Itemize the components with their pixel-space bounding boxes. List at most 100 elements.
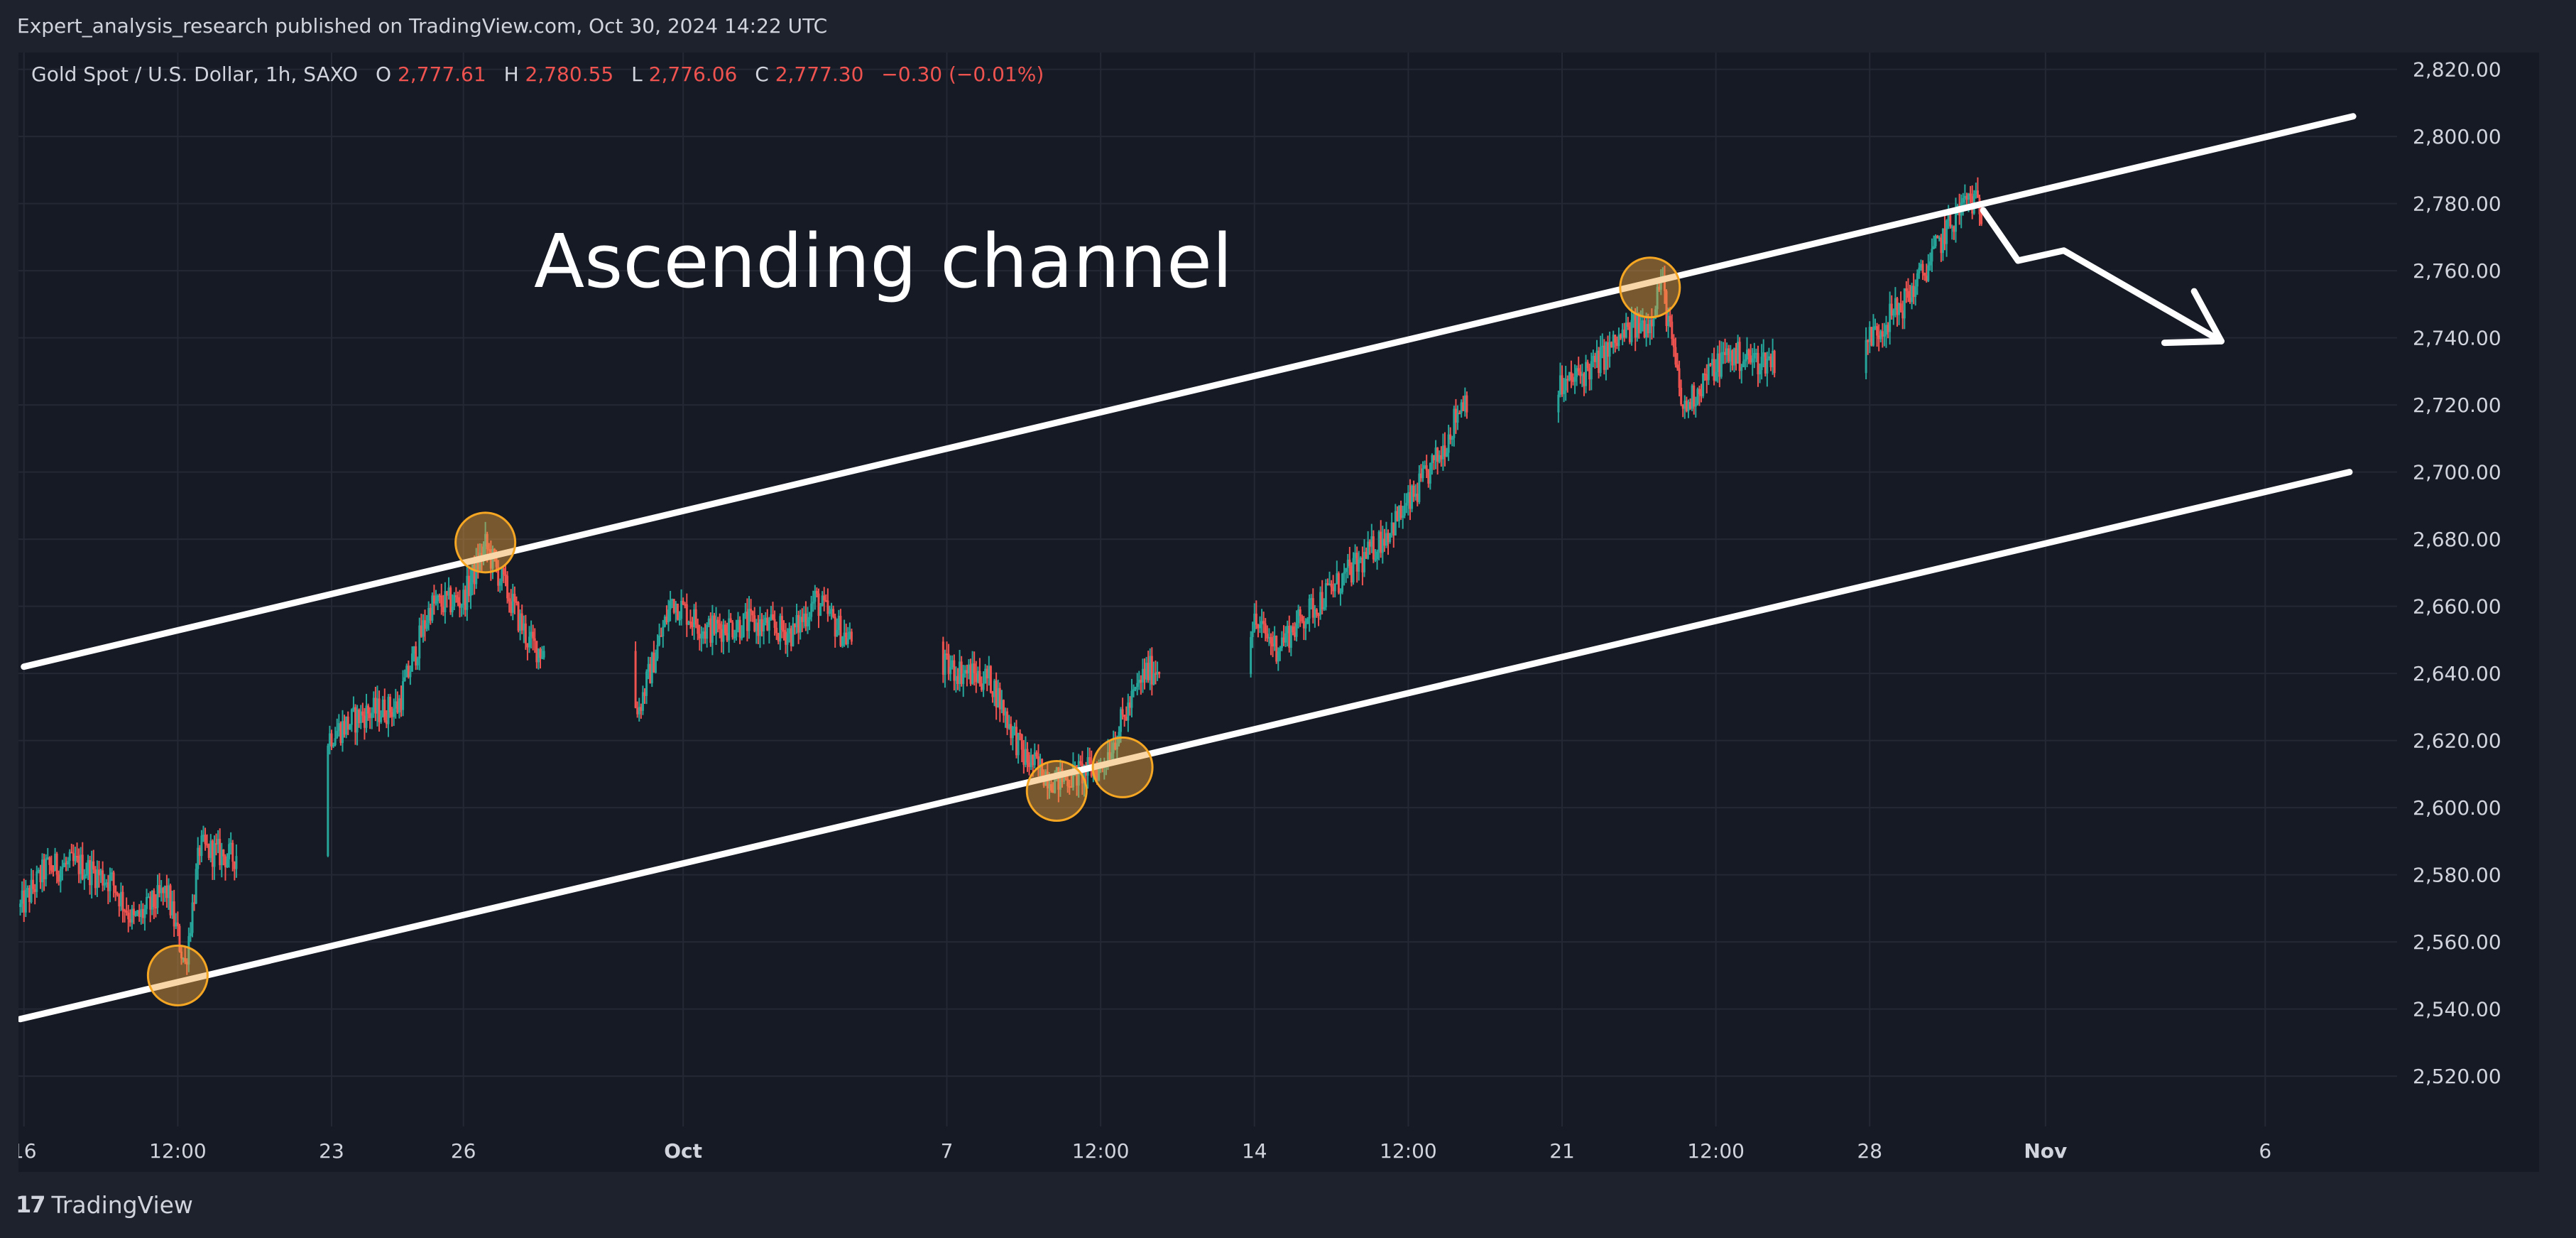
chart-area[interactable]: 2,520.00 2,540.00 2,560.00 2,580.00 2,600.00… xyxy=(18,53,2539,1172)
candle-body xyxy=(636,707,639,715)
candle-body xyxy=(1876,326,1879,336)
candle-body xyxy=(647,663,650,672)
y-tick-label: 2,540.00 xyxy=(2413,998,2501,1021)
candle-body xyxy=(1319,592,1322,615)
candle-body xyxy=(228,844,231,859)
candle-body xyxy=(151,890,153,910)
candle-body xyxy=(942,641,944,675)
candle-body xyxy=(995,680,998,708)
candlestick-chart[interactable]: 2,520.00 2,540.00 2,560.00 2,580.00 2,600.00… xyxy=(18,53,2539,1172)
candle-body xyxy=(1903,288,1906,319)
candle-body xyxy=(1883,334,1886,337)
candle-body xyxy=(482,546,485,560)
candle-body xyxy=(828,611,831,614)
candle-body xyxy=(102,870,104,886)
channel-line-upper[interactable] xyxy=(21,113,2357,670)
candle-body xyxy=(1304,624,1307,629)
candle-body xyxy=(1035,752,1038,756)
y-tick-label: 2,680.00 xyxy=(2413,528,2501,551)
candle-body xyxy=(1152,673,1155,685)
candle-body xyxy=(1710,359,1713,366)
candle-body xyxy=(180,951,183,959)
touch-point-marker[interactable] xyxy=(1619,256,1681,319)
candle-body xyxy=(539,648,542,658)
touch-point-marker[interactable] xyxy=(146,944,209,1006)
candle-body xyxy=(691,622,694,627)
candle-body xyxy=(808,617,811,620)
candle-body xyxy=(1718,353,1721,377)
candle-body xyxy=(129,919,131,923)
candle-body xyxy=(1130,690,1133,708)
candle-body xyxy=(1059,769,1061,790)
candle-body xyxy=(724,624,726,634)
candle-body xyxy=(1250,636,1252,674)
channel-line-lower[interactable] xyxy=(18,469,2353,1023)
candle-body xyxy=(1940,237,1943,254)
candle-body xyxy=(138,910,141,917)
candle-body xyxy=(793,623,796,628)
candle-body xyxy=(147,896,150,898)
candle-body xyxy=(1658,286,1661,290)
candle-body xyxy=(1355,553,1358,572)
candle-body xyxy=(497,567,500,586)
ascending-channel-label[interactable]: Ascending channel xyxy=(534,218,1233,305)
candle-body xyxy=(1906,291,1909,298)
candle-body xyxy=(959,661,961,684)
candle-body xyxy=(1277,651,1279,662)
candle-body xyxy=(149,896,152,910)
tradingview-logo[interactable]: 17 TradingView xyxy=(16,1186,193,1223)
candle-body xyxy=(1877,335,1880,340)
candle-body xyxy=(1311,598,1314,618)
candle-body xyxy=(1453,408,1456,438)
touch-point-marker[interactable] xyxy=(1091,736,1154,798)
low-label: L xyxy=(631,63,643,86)
candle-body xyxy=(1434,447,1437,460)
candle-body xyxy=(1110,753,1113,760)
candle-body xyxy=(1716,353,1719,372)
candle-body xyxy=(984,668,987,684)
candle-body xyxy=(504,574,507,576)
y-tick-label: 2,780.00 xyxy=(2413,192,2501,216)
candle-body xyxy=(1571,380,1574,382)
candle-body xyxy=(1705,374,1708,381)
candle-body xyxy=(1454,408,1457,423)
candle-body xyxy=(766,617,769,631)
candle-body xyxy=(1659,278,1662,290)
candle-body xyxy=(1083,765,1086,783)
candle-body xyxy=(176,922,179,926)
candle-body xyxy=(387,697,390,724)
candle-body xyxy=(1975,190,1977,194)
projection-arrow[interactable] xyxy=(1980,207,2225,344)
candle-body xyxy=(105,882,108,884)
candle-body xyxy=(1145,663,1148,680)
candle-body xyxy=(671,599,674,602)
y-tick-label: 2,600.00 xyxy=(2413,796,2501,820)
candle-body xyxy=(1923,273,1926,276)
candle-body xyxy=(533,638,536,641)
y-tick-label: 2,740.00 xyxy=(2413,327,2501,350)
drawings[interactable] xyxy=(18,113,2357,1023)
candle-body xyxy=(1424,465,1426,469)
candle-body xyxy=(1447,434,1450,453)
candle-body xyxy=(663,617,666,627)
candle-body xyxy=(422,620,425,637)
candle-body xyxy=(722,624,725,642)
candle-body xyxy=(87,860,89,874)
projection-arrow-head[interactable] xyxy=(2161,288,2225,347)
candle-body xyxy=(954,675,957,681)
candle-body xyxy=(1280,637,1283,648)
candle-body xyxy=(964,670,966,674)
candle-body xyxy=(1872,327,1874,346)
candle-body xyxy=(978,670,981,684)
candle-body xyxy=(1332,587,1335,592)
candle-body xyxy=(217,839,219,845)
candle-body xyxy=(1096,770,1098,781)
candle-body xyxy=(953,660,956,681)
candle-body xyxy=(1042,779,1045,786)
touch-point-marker[interactable] xyxy=(1025,760,1088,822)
touch-point-marker[interactable] xyxy=(454,511,517,574)
candle-body xyxy=(1341,573,1344,592)
candle-body xyxy=(755,622,758,631)
candle-body xyxy=(1709,364,1712,366)
candle-body xyxy=(1302,621,1305,629)
